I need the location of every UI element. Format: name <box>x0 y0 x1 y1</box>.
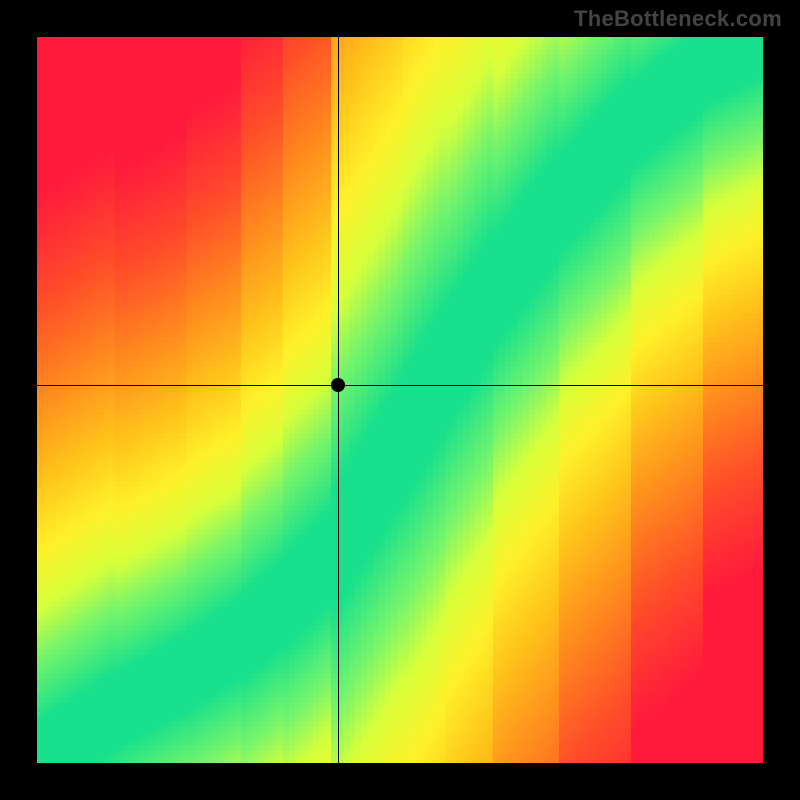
crosshair-vertical <box>338 37 339 763</box>
crosshair-horizontal <box>37 385 763 386</box>
watermark-text: TheBottleneck.com <box>574 6 782 32</box>
chart-container: TheBottleneck.com <box>0 0 800 800</box>
data-point-marker <box>331 378 345 392</box>
heatmap-canvas <box>37 37 763 763</box>
plot-area <box>37 37 763 763</box>
